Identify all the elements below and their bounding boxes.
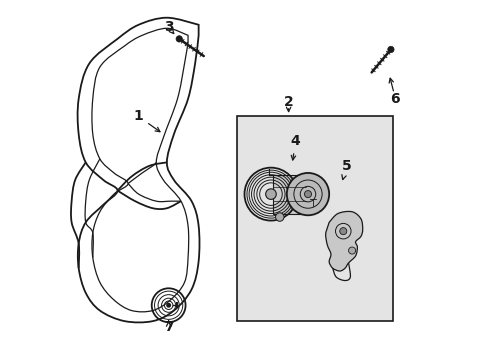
Text: 1: 1 bbox=[134, 109, 160, 132]
Circle shape bbox=[348, 247, 355, 254]
PathPatch shape bbox=[325, 211, 362, 271]
Text: 3: 3 bbox=[163, 20, 173, 34]
Circle shape bbox=[304, 190, 311, 198]
Bar bbox=[272, 175, 305, 213]
Text: 4: 4 bbox=[290, 134, 300, 160]
Circle shape bbox=[265, 189, 276, 199]
Circle shape bbox=[339, 228, 346, 235]
Circle shape bbox=[176, 36, 182, 42]
Text: 2: 2 bbox=[283, 95, 293, 109]
Text: 5: 5 bbox=[341, 159, 351, 180]
Bar bbox=[237, 117, 392, 321]
Circle shape bbox=[275, 213, 284, 221]
Circle shape bbox=[387, 46, 393, 53]
Circle shape bbox=[286, 173, 328, 215]
Circle shape bbox=[166, 303, 170, 307]
Text: 7: 7 bbox=[163, 320, 173, 334]
Text: 6: 6 bbox=[389, 92, 398, 106]
